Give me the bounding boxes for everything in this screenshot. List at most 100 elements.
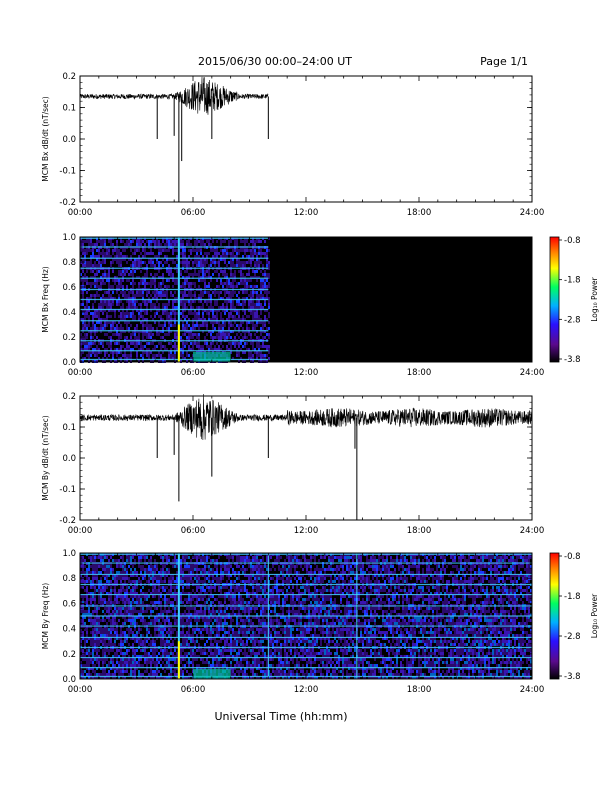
spectrogram-cell	[90, 282, 92, 285]
spectrogram-cell	[104, 318, 106, 321]
spectrogram-cell	[256, 258, 258, 261]
spectrogram-cell	[174, 661, 176, 664]
spectrogram-cell	[116, 330, 118, 333]
spectrogram-cell	[104, 255, 106, 258]
spectrogram-cell	[268, 306, 270, 309]
spectrogram-cell	[82, 586, 84, 589]
spectrogram-cell	[168, 357, 170, 360]
spectrogram-cell	[138, 258, 140, 261]
spectrogram-cell	[202, 586, 204, 589]
spectrogram-cell	[212, 324, 214, 327]
spectrogram-cell	[84, 342, 86, 345]
spectrogram-cell	[162, 258, 164, 261]
spectrogram-cell	[214, 255, 216, 258]
spectrogram-cell	[124, 670, 126, 673]
spectrogram-cell	[92, 559, 94, 562]
spectrogram-cell	[158, 574, 160, 577]
spectrogram-cell	[156, 628, 158, 631]
spectrogram-cell	[164, 601, 166, 604]
spectrogram-cell	[142, 348, 144, 351]
spectrogram-cell	[250, 255, 252, 258]
spectrogram-cell	[166, 658, 168, 661]
spectrogram-cell	[144, 619, 146, 622]
spectrogram-cell	[174, 610, 176, 613]
spectrogram-cell	[196, 580, 198, 583]
spectrogram-cell	[244, 297, 246, 300]
spectrogram-cell	[118, 634, 120, 637]
spectrogram-cell	[208, 273, 210, 276]
spectrogram-cell	[148, 261, 150, 264]
spectrogram-cell	[158, 330, 160, 333]
spectrogram-cell	[174, 324, 176, 327]
spectrogram-cell	[94, 297, 96, 300]
spectrogram-cell	[262, 345, 264, 348]
spectrogram-cell	[94, 294, 96, 297]
spectrogram-cell	[234, 342, 236, 345]
spectrogram-cell	[100, 342, 102, 345]
spectrogram-cell	[124, 652, 126, 655]
spectrogram-cell	[150, 571, 152, 574]
spectrogram-cell	[258, 315, 260, 318]
spectrogram-cell	[212, 586, 214, 589]
spectrogram-cell	[106, 318, 108, 321]
spectrogram-cell	[102, 300, 104, 303]
spectrogram-cell	[142, 351, 144, 354]
spectrogram-cell	[158, 598, 160, 601]
spectrogram-cell	[154, 264, 156, 267]
spectrogram-cell	[88, 351, 90, 354]
spectrogram-cell	[136, 276, 138, 279]
spectrogram-cell	[112, 619, 114, 622]
spectrogram-cell	[82, 619, 84, 622]
spectrogram-cell	[100, 321, 102, 324]
spectrogram-cell	[164, 670, 166, 673]
spectrogram-cell	[124, 249, 126, 252]
spectrogram-cell	[166, 649, 168, 652]
spectrogram-cell	[112, 643, 114, 646]
spectrogram-cell	[182, 297, 184, 300]
spectrogram-cell	[266, 255, 268, 258]
spectrogram-cell	[194, 592, 196, 595]
spectrogram-cell	[110, 580, 112, 583]
spectrogram-cell	[84, 613, 86, 616]
spectrogram-cell	[120, 643, 122, 646]
spectrogram-cell	[160, 568, 162, 571]
spectrogram-cell	[230, 276, 232, 279]
spectrogram-cell	[156, 658, 158, 661]
spectrogram-cell	[112, 661, 114, 664]
spectrogram-cell	[224, 330, 226, 333]
spectrogram-cell	[164, 243, 166, 246]
spectrogram-cell	[134, 628, 136, 631]
spectrogram-cell	[204, 607, 206, 610]
spectrogram-cell	[148, 655, 150, 658]
spectrogram-cell	[130, 661, 132, 664]
spectrogram-cell	[186, 622, 188, 625]
spectrogram-cell	[170, 628, 172, 631]
spectrogram-cell	[230, 252, 232, 255]
spectrogram-cell	[174, 279, 176, 282]
spectrogram-cell	[262, 285, 264, 288]
spectrogram-cell	[186, 580, 188, 583]
spectrogram-cell	[108, 592, 110, 595]
spectrogram-cell	[106, 342, 108, 345]
spectrogram-cell	[162, 655, 164, 658]
spectrogram-cell	[196, 619, 198, 622]
spectrogram-cell	[252, 306, 254, 309]
spectrogram-cell	[102, 640, 104, 643]
spectrogram-cell	[250, 261, 252, 264]
spectrogram-cell	[162, 291, 164, 294]
spectrogram-cell	[140, 601, 142, 604]
spectrogram-cell	[192, 321, 194, 324]
spectrogram-cell	[160, 324, 162, 327]
spectrogram-cell	[98, 252, 100, 255]
spectrogram-cell	[158, 619, 160, 622]
spectrogram-cell	[208, 309, 210, 312]
spectrogram-cell	[94, 592, 96, 595]
spectrogram-cell	[180, 667, 182, 670]
spectrogram-cell	[198, 348, 200, 351]
spectrogram-cell	[128, 634, 130, 637]
spectrogram-cell	[86, 652, 88, 655]
spectrogram-cell	[154, 655, 156, 658]
spectrogram-cell	[136, 309, 138, 312]
y-tick-label: -0.1	[59, 167, 76, 177]
spectrogram-cell	[144, 312, 146, 315]
